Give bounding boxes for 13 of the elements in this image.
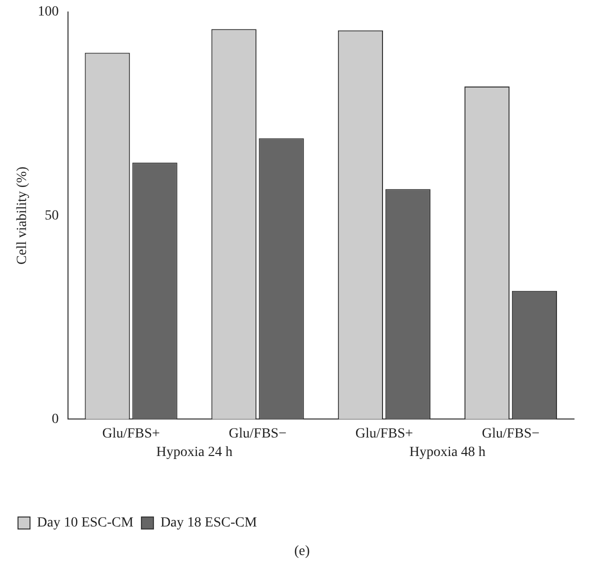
y-tick-label: 50 (44, 208, 59, 224)
x-tick-label: Glu/FBS+ (355, 426, 414, 442)
text: Hypoxia 48 h (409, 444, 486, 460)
legend-label: Day 10 ESC-CM (37, 516, 134, 531)
y-axis-title: Cell viability (%) (15, 166, 30, 265)
text: (e) (293, 544, 311, 560)
y-tick-label: 0 (52, 412, 59, 427)
x-tick-label: Glu/FBS− (482, 426, 540, 442)
x-tick-label: Glu/FBS− (228, 426, 287, 442)
legend-label: Day 18 ESC-CM (160, 516, 258, 531)
text: Hypoxia 24 h (156, 444, 232, 460)
x-tick-label: Glu/FBS+ (102, 426, 160, 442)
y-tick-label: 100 (38, 4, 59, 20)
